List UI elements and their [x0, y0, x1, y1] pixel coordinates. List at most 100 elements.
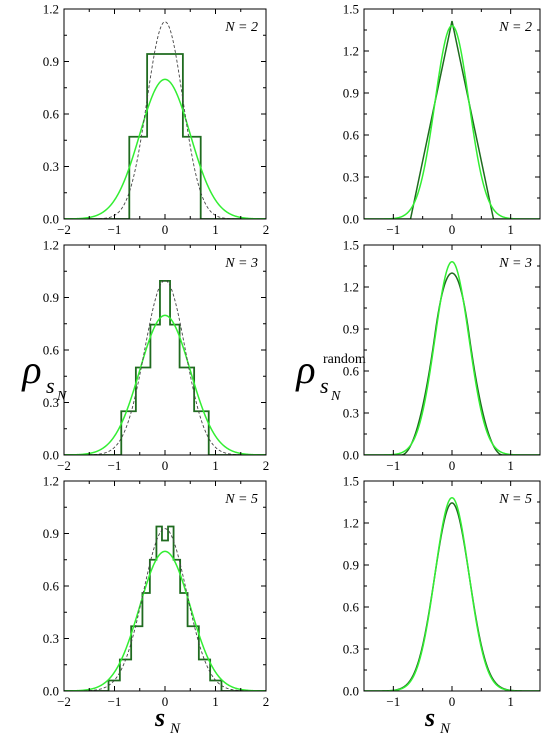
left-xlabel-main: s [154, 703, 165, 732]
left-ylabel-main: ρ [20, 347, 41, 392]
y-tick-label: 0.6 [43, 107, 60, 122]
panel-right-N3: −1 0 1 0.0 0.3 0.6 0.9 1.2 1.5 N = 3 [343, 238, 541, 473]
right-ylabel-subsub: N [330, 389, 341, 404]
panel-left-N3: −2 −1 0 1 2 0.0 0.3 0.6 0.9 1.2 N = 3 [43, 238, 270, 474]
plot-frame [63, 480, 267, 692]
left-xlabel-sub: N [169, 721, 181, 737]
x-tick-label: 2 [263, 458, 270, 473]
y-tick-label: 0.6 [43, 343, 60, 358]
x-tick-label: −1 [108, 458, 122, 473]
plot-frame [363, 244, 541, 456]
y-tick-label: 0.9 [343, 322, 359, 337]
series-gaussian-dashed [64, 280, 266, 455]
x-tick-label: 0 [162, 694, 169, 709]
right-ylabel-sup: random [323, 352, 366, 367]
panel-annotation: N = 2 [224, 20, 258, 35]
x-tick-label: −2 [57, 222, 71, 237]
y-tick-label: 0.6 [343, 128, 360, 143]
y-tick-label: 1.2 [343, 516, 359, 531]
right-xlabel-main: s [424, 703, 435, 732]
x-tick-label: 1 [212, 222, 219, 237]
y-tick-label: 1.2 [43, 474, 59, 489]
y-tick-label: 0.6 [343, 600, 360, 615]
y-tick-label: 0.9 [43, 54, 59, 69]
x-tick-label: 0 [449, 458, 456, 473]
x-tick-label: −1 [386, 458, 400, 473]
x-tick-label: −2 [57, 694, 71, 709]
y-tick-label: 1.5 [343, 238, 359, 253]
panel-right-N5: −1 0 1 0.0 0.3 0.6 0.9 1.2 1.5 N = 5 [343, 474, 541, 709]
y-tick-label: 0.6 [43, 579, 60, 594]
panel-left-N2: −2 −1 0 1 2 0.0 0.3 0.6 0.9 1.2 N = 2 [43, 2, 270, 238]
x-tick-label: 0 [162, 458, 169, 473]
x-tick-label: 1 [507, 458, 514, 473]
plot-frame [63, 8, 267, 220]
panel-annotation: N = 5 [224, 492, 258, 507]
right-ylabel-main: ρ [294, 347, 315, 392]
series-step-dark-green [64, 525, 266, 691]
y-tick-label: 0.9 [43, 526, 59, 541]
y-tick-label: 0.0 [343, 212, 359, 227]
x-tick-label: 0 [162, 222, 169, 237]
y-tick-label: 0.3 [43, 395, 59, 410]
y-tick-label: 0.0 [343, 684, 359, 699]
panel-annotation: N = 5 [498, 492, 532, 507]
y-tick-label: 0.9 [43, 290, 59, 305]
y-tick-label: 1.2 [343, 280, 359, 295]
y-tick-label: 0.3 [43, 631, 59, 646]
plot-frame [63, 244, 267, 456]
series-gaussian-light-green [64, 550, 266, 691]
y-tick-label: 0.0 [43, 448, 59, 463]
x-tick-label: 1 [212, 458, 219, 473]
panel-annotation: N = 3 [498, 256, 532, 271]
y-tick-label: 0.3 [43, 159, 59, 174]
plot-frame [363, 480, 541, 692]
x-tick-label: 1 [212, 694, 219, 709]
x-tick-label: −1 [108, 694, 122, 709]
panel-annotation: N = 3 [224, 256, 258, 271]
x-tick-label: 2 [263, 694, 270, 709]
y-tick-label: 0.3 [343, 406, 359, 421]
series-bspline3-dark-green [364, 272, 540, 455]
series-gaussian-light-green [364, 260, 540, 455]
y-tick-label: 1.5 [343, 2, 359, 17]
series-gaussian-light-green [64, 314, 266, 455]
y-tick-label: 0.0 [43, 684, 59, 699]
y-tick-label: 0.9 [343, 558, 359, 573]
panel-right-N2: −1 0 1 0.0 0.3 0.6 0.9 1.2 1.5 N = 2 [343, 2, 541, 237]
x-tick-label: 2 [263, 222, 270, 237]
series-gaussian-light-green [364, 24, 540, 219]
y-tick-label: 0.9 [343, 86, 359, 101]
series-gaussian-light-green [364, 496, 540, 691]
left-ylabel-subsub: N [56, 389, 67, 404]
y-tick-label: 1.2 [43, 2, 59, 17]
plot-frame [363, 8, 541, 220]
right-ylabel-sub: s [320, 373, 329, 398]
y-tick-label: 0.6 [343, 364, 360, 379]
series-gaussian-dashed [64, 21, 266, 219]
y-tick-label: 1.2 [43, 238, 59, 253]
x-tick-label: −2 [57, 458, 71, 473]
series-gaussian-dark-green [364, 502, 540, 691]
series-step-dark-green [64, 279, 266, 455]
y-tick-label: 1.2 [343, 44, 359, 59]
x-tick-label: −1 [386, 222, 400, 237]
y-tick-label: 0.0 [43, 212, 59, 227]
x-tick-label: −1 [386, 694, 400, 709]
left-ylabel-sub: s [46, 373, 55, 398]
y-tick-label: 0.3 [343, 642, 359, 657]
series-gaussian-light-green [64, 78, 266, 219]
x-tick-label: 1 [507, 694, 514, 709]
right-xlabel-sub: N [439, 721, 451, 737]
x-tick-label: 0 [449, 694, 456, 709]
y-tick-label: 1.5 [343, 474, 359, 489]
y-tick-label: 0.3 [343, 170, 359, 185]
panels: −2 −1 0 1 2 0.0 0.3 0.6 0.9 1.2 N = 2 −1 0 1 0.0 0.3 0.6… [43, 2, 541, 710]
x-tick-label: 1 [507, 222, 514, 237]
panel-annotation: N = 2 [498, 20, 532, 35]
panel-left-N5: −2 −1 0 1 2 0.0 0.3 0.6 0.9 1.2 N = 5 [43, 474, 270, 710]
series-triangle-dark-green [364, 20, 540, 219]
x-tick-label: 0 [449, 222, 456, 237]
x-tick-label: −1 [108, 222, 122, 237]
y-tick-label: 0.0 [343, 448, 359, 463]
